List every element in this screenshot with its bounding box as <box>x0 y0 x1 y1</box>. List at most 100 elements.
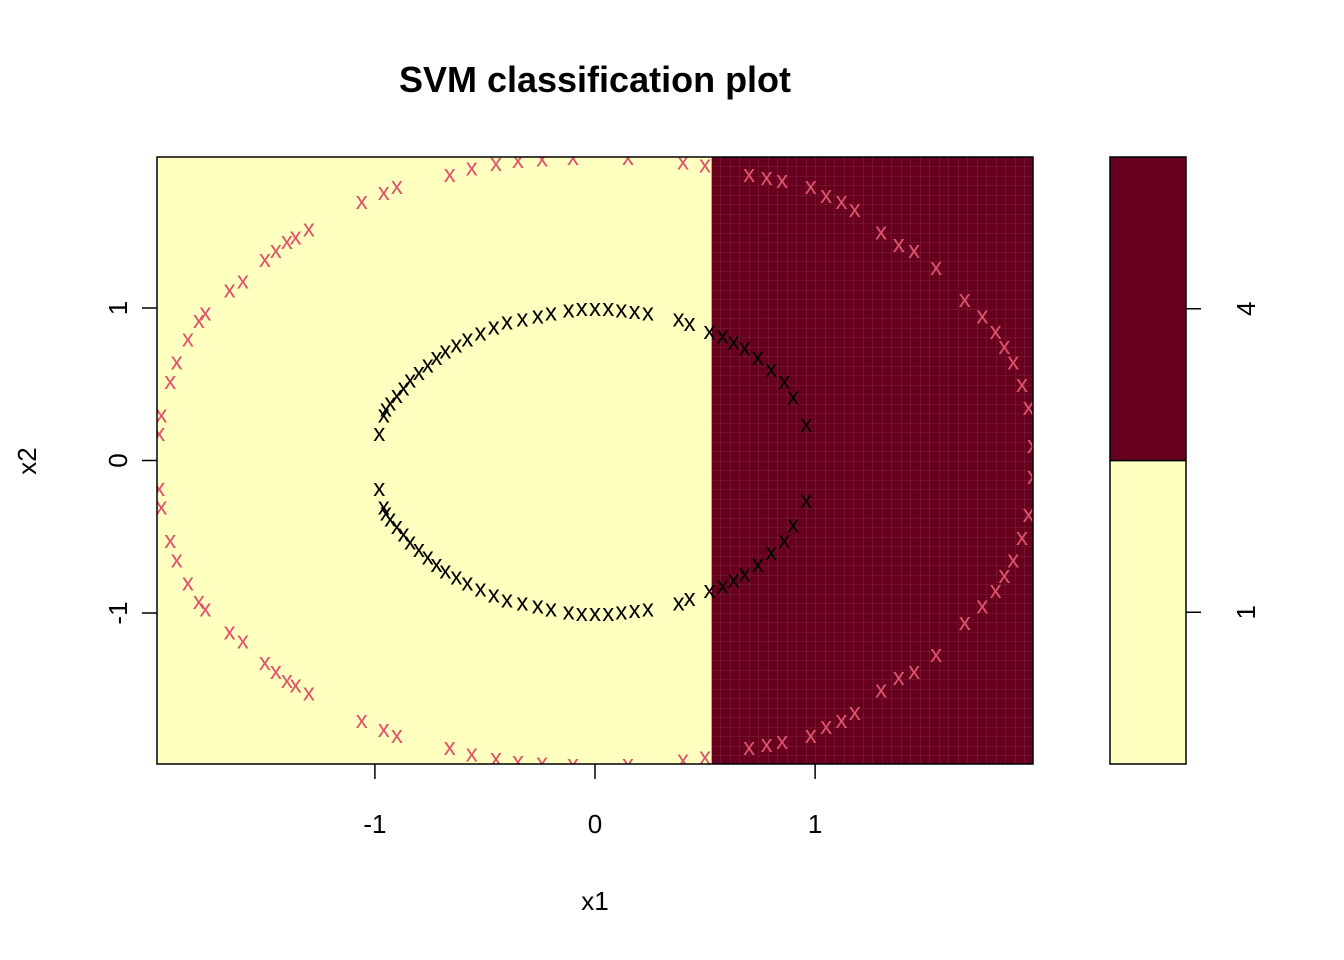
data-point: x <box>805 722 817 749</box>
data-point: x <box>563 598 575 625</box>
data-point: x <box>501 586 513 613</box>
data-point: x <box>224 277 236 304</box>
data-point: x <box>576 600 588 627</box>
data-point: x <box>930 254 942 281</box>
data-point: x <box>567 751 579 778</box>
data-point: x <box>512 748 524 775</box>
data-point: x <box>384 390 396 417</box>
data-point: x <box>959 286 971 313</box>
data-point: x <box>739 335 751 362</box>
data-point: x <box>1023 501 1035 528</box>
data-point: x <box>391 382 403 409</box>
data-point: x <box>836 707 848 734</box>
data-point: x <box>398 521 410 548</box>
data-point: x <box>431 344 443 371</box>
data-point: x <box>820 713 832 740</box>
data-point: x <box>404 528 416 555</box>
y-axis: -1 0 1 <box>103 301 157 625</box>
data-point: x <box>404 367 416 394</box>
data-point: x <box>380 499 392 526</box>
data-point: x <box>615 598 627 625</box>
data-point: x <box>1007 348 1019 375</box>
data-point: x <box>800 487 812 514</box>
data-point: x <box>629 298 641 325</box>
data-point: x <box>765 539 777 566</box>
data-point: x <box>875 676 887 703</box>
legend-label-4: 4 <box>1231 302 1261 316</box>
data-point: x <box>450 563 462 590</box>
data-point: x <box>182 325 194 352</box>
data-point: x <box>602 600 614 627</box>
data-point: x <box>1027 463 1039 490</box>
data-point: x <box>717 322 729 349</box>
region-grid-overlay <box>711 157 1033 764</box>
data-point: x <box>281 667 293 694</box>
data-point: x <box>490 150 502 177</box>
data-point: x <box>164 527 176 554</box>
data-point: x <box>743 161 755 188</box>
data-point: x <box>673 589 685 616</box>
data-point: x <box>677 746 689 773</box>
data-point: x <box>849 699 861 726</box>
data-point: x <box>684 310 696 337</box>
data-point: x <box>728 566 740 593</box>
data-point: x <box>303 679 315 706</box>
legend-label-1: 1 <box>1231 605 1261 619</box>
data-point: x <box>356 188 368 215</box>
data-point: x <box>629 597 641 624</box>
data-point: x <box>199 300 211 327</box>
data-point: x <box>270 237 282 264</box>
data-point: x <box>422 351 434 378</box>
data-point: x <box>642 300 654 327</box>
data-point: x <box>778 527 790 554</box>
data-point: x <box>532 303 544 330</box>
data-point: x <box>171 547 183 574</box>
data-point: x <box>378 402 390 429</box>
data-point: x <box>356 707 368 734</box>
data-point: x <box>378 493 390 520</box>
data-point: x <box>193 588 205 615</box>
data-point: x <box>373 420 385 447</box>
data-point: x <box>461 570 473 597</box>
data-point: x <box>1016 524 1028 551</box>
data-point: x <box>589 600 601 627</box>
data-point: x <box>439 338 451 365</box>
data-point: x <box>849 196 861 223</box>
data-point: x <box>836 188 848 215</box>
data-point: x <box>466 740 478 767</box>
data-point: x <box>545 595 557 622</box>
data-point: x <box>1023 394 1035 421</box>
data-point: x <box>270 658 282 685</box>
data-point: x <box>976 592 988 619</box>
data-point: x <box>488 582 500 609</box>
x-tick-label: -1 <box>363 809 386 839</box>
data-point: x <box>752 344 764 371</box>
data-point: x <box>739 560 751 587</box>
data-point: x <box>998 562 1010 589</box>
data-point: x <box>776 728 788 755</box>
data-point: x <box>466 155 478 182</box>
data-point: x <box>703 577 715 604</box>
data-point: x <box>622 144 634 171</box>
data-point: x <box>761 731 773 758</box>
data-point: x <box>787 512 799 539</box>
data-point: x <box>378 716 390 743</box>
data-point: x <box>998 333 1010 360</box>
data-point: x <box>752 551 764 578</box>
data-point: x <box>787 383 799 410</box>
data-point: x <box>444 161 456 188</box>
chart-title: SVM classification plot <box>399 59 791 100</box>
data-point: x <box>398 374 410 401</box>
data-point: x <box>259 246 271 273</box>
data-point: x <box>545 300 557 327</box>
data-point: x <box>259 649 271 676</box>
data-point: x <box>800 411 812 438</box>
data-point: x <box>699 743 711 770</box>
data-point: x <box>1007 547 1019 574</box>
data-point: x <box>516 306 528 333</box>
data-point: x <box>1027 432 1039 459</box>
data-point: x <box>422 544 434 571</box>
data-point: x <box>488 313 500 340</box>
data-point: x <box>224 618 236 645</box>
data-point: x <box>990 318 1002 345</box>
